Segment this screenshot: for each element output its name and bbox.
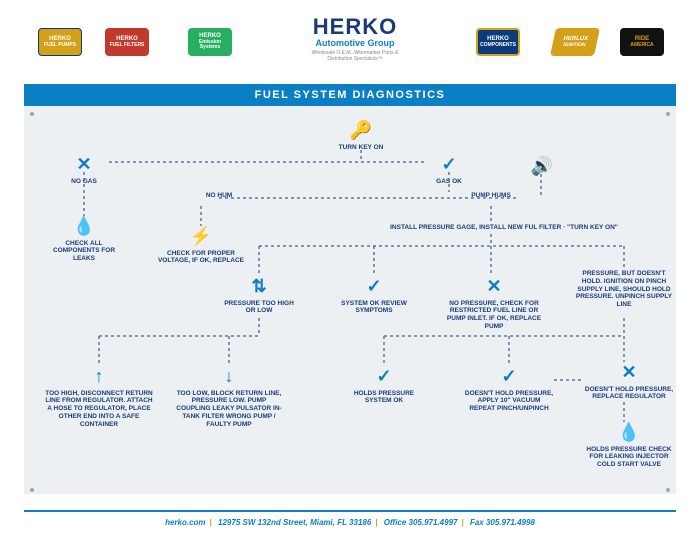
node-too-high-icon: ↑: [44, 366, 154, 388]
node-no-gas-label: NO GAS: [71, 178, 97, 185]
node-doesnt1-label: DOESN'T HOLD PRESSURE, APPLY 10" VACUUM …: [465, 390, 553, 413]
node-holds-ok: ✓ HOLDS PRESSURE SYSTEM OK: [344, 366, 424, 405]
node-install: INSTALL PRESSURE GAGE, INSTALL NEW FUL F…: [364, 224, 644, 232]
node-doesnt1: ✓DOESN'T HOLD PRESSURE, APPLY 10" VACUUM…: [464, 366, 554, 413]
flowchart-panel: 🔑 TURN KEY ON ✕ NO GAS ✓ GAS OK 🔊 NO HUM PUMP HU…: [24, 106, 676, 494]
node-check-leaks: 💧CHECK ALL COMPONENTS FOR LEAKS: [44, 216, 124, 263]
node-no-press-label: NO PRESSURE, CHECK FOR RESTRICTED FUEL L…: [447, 300, 541, 330]
node-no-hum: NO HUM: [194, 192, 244, 200]
mini-logo-emission: HERKOEmission Systems: [188, 28, 232, 56]
mini-logo-ride-america: RIDEAMERICA: [620, 28, 664, 56]
node-turn-key: 🔑 TURN KEY ON: [326, 120, 396, 151]
node-check-leaks-icon: 💧: [44, 216, 124, 238]
node-voltage-label: CHECK FOR PROPER VOLTAGE, IF OK, REPLACE: [158, 250, 244, 265]
node-speaker-icon: 🔊: [522, 156, 562, 178]
node-press-hl: ⇅ PRESSURE TOO HIGH OR LOW: [219, 276, 299, 315]
node-no-hum-label: NO HUM: [206, 192, 232, 199]
node-sys-ok-label: SYSTEM OK REVIEW SYMPTOMS: [341, 300, 407, 315]
brand-name: HERKO: [300, 14, 410, 40]
node-no-press-icon: ✕: [444, 276, 544, 298]
node-too-low-label: TOO LOW, BLOCK RETURN LINE, PRESSURE LOW…: [176, 390, 281, 428]
node-voltage: ⚡ CHECK FOR PROPER VOLTAGE, IF OK, REPLAC…: [156, 226, 246, 265]
node-doesnt1-icon: ✓: [464, 366, 554, 388]
node-speaker: 🔊: [522, 156, 562, 180]
node-no-press: ✕NO PRESSURE, CHECK FOR RESTRICTED FUEL …: [444, 276, 544, 331]
footer: herko.com| 12975 SW 132nd Street, Miami,…: [0, 510, 700, 542]
mini-logo-herlux: HERLUXIGNITION: [550, 28, 600, 56]
node-holds2-label: HOLDS PRESSURE CHECK FOR LEAKING INJECTO…: [586, 446, 671, 469]
node-doesnt2-icon: ✕: [584, 362, 674, 384]
node-too-high-label: TOO HIGH, DISCONNECT RETURN LINE FROM RE…: [45, 390, 153, 428]
node-turn-key-icon: 🔑: [326, 120, 396, 142]
footer-fax: Fax 305.971.4998: [470, 518, 535, 527]
brand-sub: Automotive Group: [300, 38, 410, 48]
footer-site: herko.com: [165, 518, 205, 527]
node-pump-hums-label: PUMP HUMS: [471, 192, 511, 199]
node-press-but-label: PRESSURE, BUT DOESN'T HOLD. IGNITION ON …: [576, 270, 672, 308]
node-no-gas-icon: ✕: [59, 154, 109, 176]
node-doesnt2-label: DOESN'T HOLD PRESSURE, REPLACE REGULATOR: [585, 386, 673, 401]
mini-logo-fuel-pumps: HERKOFUEL PUMPS: [38, 28, 82, 56]
node-holds-ok-icon: ✓: [344, 366, 424, 388]
node-voltage-icon: ⚡: [156, 226, 246, 248]
node-too-low-icon: ↓: [174, 366, 284, 388]
node-press-hl-label: PRESSURE TOO HIGH OR LOW: [224, 300, 294, 315]
node-gas-ok-label: GAS OK: [436, 178, 462, 185]
node-sys-ok-icon: ✓: [334, 276, 414, 298]
node-holds-ok-label: HOLDS PRESSURE SYSTEM OK: [354, 390, 414, 405]
node-gas-ok-icon: ✓: [424, 154, 474, 176]
footer-office: Office 305.971.4997: [384, 518, 458, 527]
mini-logo-components: HERKOCOMPONENTS: [476, 28, 520, 56]
node-press-hl-icon: ⇅: [219, 276, 299, 298]
brand-logo: HERKO Automotive Group Wholesale O.E.M. …: [300, 14, 410, 62]
node-install-label: INSTALL PRESSURE GAGE, INSTALL NEW FUL F…: [390, 224, 618, 231]
mini-logo-fuel-filters: HERKOFUEL FILTERS: [105, 28, 149, 56]
footer-address: 12975 SW 132nd Street, Miami, FL 33186: [218, 518, 371, 527]
node-press-but: PRESSURE, BUT DOESN'T HOLD. IGNITION ON …: [574, 270, 674, 309]
node-too-high: ↑TOO HIGH, DISCONNECT RETURN LINE FROM R…: [44, 366, 154, 429]
node-pump-hums: PUMP HUMS: [456, 192, 526, 200]
node-holds2-icon: 💧: [584, 422, 674, 444]
node-check-leaks-label: CHECK ALL COMPONENTS FOR LEAKS: [53, 240, 115, 263]
node-too-low: ↓TOO LOW, BLOCK RETURN LINE, PRESSURE LO…: [174, 366, 284, 429]
node-doesnt2: ✕ DOESN'T HOLD PRESSURE, REPLACE REGULATO…: [584, 362, 674, 401]
node-gas-ok: ✓ GAS OK: [424, 154, 474, 185]
node-no-gas: ✕ NO GAS: [59, 154, 109, 185]
node-holds2: 💧HOLDS PRESSURE CHECK FOR LEAKING INJECT…: [584, 422, 674, 469]
title-bar: FUEL SYSTEM DIAGNOSTICS: [24, 84, 676, 106]
header: HERKO Automotive Group Wholesale O.E.M. …: [0, 0, 700, 78]
brand-tagline: Wholesale O.E.M. /Aftermarket Parts & Di…: [300, 50, 410, 62]
node-turn-key-label: TURN KEY ON: [339, 144, 384, 151]
node-sys-ok: ✓ SYSTEM OK REVIEW SYMPTOMS: [334, 276, 414, 315]
